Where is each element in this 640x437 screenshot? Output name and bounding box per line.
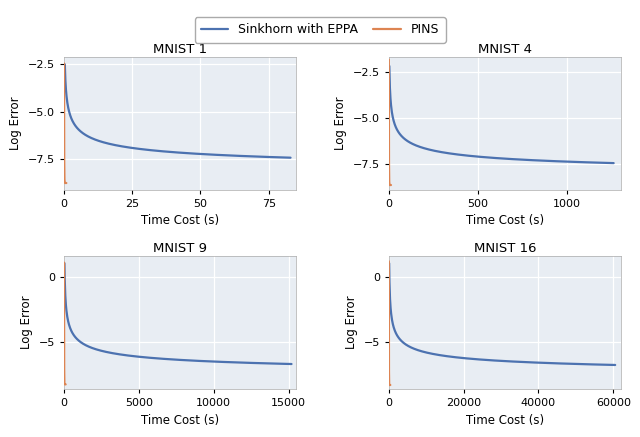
Sinkhorn with EPPA [287,361,295,367]
Line: Sinkhorn with EPPA: Sinkhorn with EPPA [389,263,615,365]
PINS [386,382,394,388]
Sinkhorn with EPPA [385,260,393,266]
X-axis label: Time Cost (s): Time Cost (s) [141,413,219,427]
PINS [63,180,70,186]
Sinkhorn with EPPA [256,361,264,366]
PINS [63,180,70,186]
Sinkhorn with EPPA [287,155,294,160]
PINS [61,180,69,186]
PINS [60,260,68,265]
PINS [386,382,394,388]
Sinkhorn with EPPA [205,152,212,157]
Y-axis label: Log Error: Log Error [334,97,347,150]
Sinkhorn with EPPA [255,154,263,159]
PINS [386,182,394,187]
PINS [386,382,394,388]
Line: Sinkhorn with EPPA: Sinkhorn with EPPA [65,263,291,364]
Sinkhorn with EPPA [610,160,618,166]
PINS [385,57,393,62]
Line: Sinkhorn with EPPA: Sinkhorn with EPPA [389,66,614,163]
Y-axis label: Log Error: Log Error [345,296,358,349]
PINS [62,382,70,387]
Sinkhorn with EPPA [192,151,200,156]
Line: PINS: PINS [64,63,67,183]
PINS [386,382,394,388]
Sinkhorn with EPPA [556,159,563,164]
PINS [387,382,394,388]
X-axis label: Time Cost (s): Time Cost (s) [141,214,219,227]
PINS [387,182,394,187]
Y-axis label: Log Error: Log Error [10,97,22,150]
Sinkhorn with EPPA [522,157,529,163]
Sinkhorn with EPPA [61,62,68,67]
Line: PINS: PINS [389,59,391,185]
Sinkhorn with EPPA [399,135,407,140]
Sinkhorn with EPPA [74,338,82,343]
PINS [61,382,68,387]
Line: Sinkhorn with EPPA: Sinkhorn with EPPA [65,64,291,158]
Sinkhorn with EPPA [516,359,524,364]
Sinkhorn with EPPA [205,359,213,364]
Line: PINS: PINS [64,263,66,385]
PINS [61,382,68,387]
PINS [61,180,69,186]
Legend: Sinkhorn with EPPA, PINS: Sinkhorn with EPPA, PINS [195,17,445,43]
Sinkhorn with EPPA [75,127,83,132]
PINS [62,382,70,387]
PINS [60,61,68,66]
PINS [61,382,68,387]
PINS [385,259,393,264]
Sinkhorn with EPPA [522,360,530,365]
Title: MNIST 9: MNIST 9 [153,242,207,255]
Line: PINS: PINS [389,261,390,385]
Sinkhorn with EPPA [529,360,537,365]
PINS [386,382,394,388]
Title: MNIST 4: MNIST 4 [478,43,532,55]
X-axis label: Time Cost (s): Time Cost (s) [466,214,544,227]
PINS [61,180,69,186]
Title: MNIST 16: MNIST 16 [474,242,536,255]
Sinkhorn with EPPA [579,160,586,165]
Sinkhorn with EPPA [198,152,205,157]
PINS [387,182,395,187]
Sinkhorn with EPPA [233,360,241,365]
PINS [387,182,395,187]
Sinkhorn with EPPA [516,157,524,162]
PINS [386,182,394,187]
Sinkhorn with EPPA [232,153,240,158]
Sinkhorn with EPPA [557,361,564,366]
PINS [386,182,394,187]
Y-axis label: Log Error: Log Error [20,296,33,349]
Sinkhorn with EPPA [529,158,536,163]
Sinkhorn with EPPA [580,361,588,367]
Sinkhorn with EPPA [611,362,619,368]
X-axis label: Time Cost (s): Time Cost (s) [466,413,544,427]
PINS [61,180,69,186]
Sinkhorn with EPPA [61,260,68,266]
PINS [62,180,70,186]
Sinkhorn with EPPA [385,63,393,69]
PINS [61,382,69,387]
Sinkhorn with EPPA [198,358,206,364]
Title: MNIST 1: MNIST 1 [153,43,207,55]
Sinkhorn with EPPA [193,358,200,364]
PINS [387,382,394,388]
PINS [61,382,69,387]
PINS [387,182,394,187]
Sinkhorn with EPPA [399,340,407,345]
